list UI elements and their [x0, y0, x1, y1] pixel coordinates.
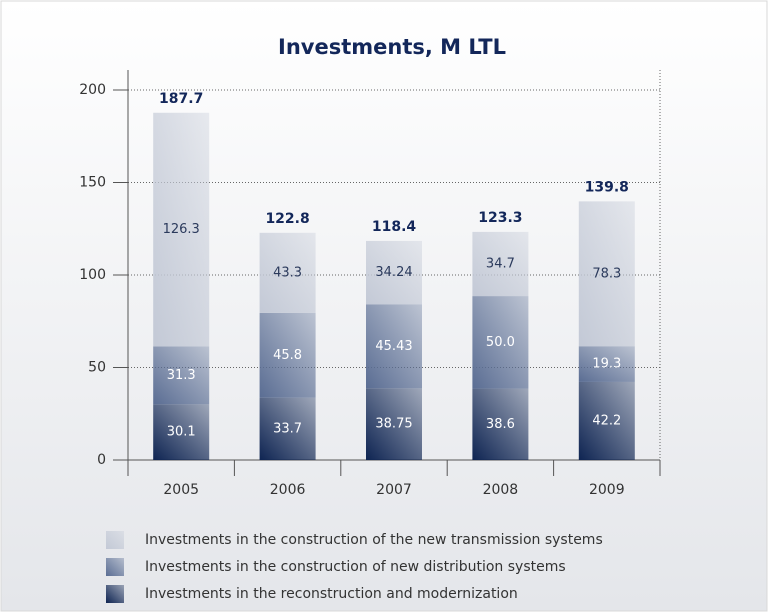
x-tick-label: 2008 [483, 482, 519, 498]
legend-label: Investments in the reconstruction and mo… [145, 586, 518, 602]
value-label: 45.8 [273, 348, 302, 363]
bar-segment [472, 231, 529, 297]
value-label: 33.7 [273, 421, 302, 436]
bar-segment [366, 304, 422, 389]
y-tick-label: 150 [79, 175, 106, 191]
value-label: 34.7 [486, 256, 515, 271]
y-tick-label: 50 [88, 360, 106, 376]
x-tick-label: 2005 [163, 482, 199, 498]
value-label: 19.3 [592, 357, 621, 372]
value-label: 78.3 [592, 266, 621, 281]
legend-swatch [106, 585, 124, 603]
legend-swatch [106, 558, 124, 576]
value-label: 126.3 [163, 222, 200, 237]
value-label: 50.0 [486, 335, 515, 350]
total-label: 187.7 [159, 91, 203, 107]
value-label: 38.6 [486, 417, 515, 432]
total-label: 122.8 [265, 211, 309, 227]
bar-segment [366, 388, 422, 460]
value-label: 31.3 [167, 368, 196, 383]
value-label: 34.24 [375, 265, 412, 280]
y-tick-label: 200 [79, 82, 106, 98]
value-label: 43.3 [273, 265, 302, 280]
bar-segment [153, 346, 210, 405]
bar-segment [259, 397, 316, 460]
chart-title: Investments, M LTL [278, 35, 506, 59]
bar-segment [259, 312, 316, 398]
bar-segment [472, 388, 529, 460]
bar-segment [578, 346, 635, 382]
y-tick-label: 0 [97, 452, 106, 468]
total-label: 118.4 [372, 219, 417, 235]
total-label: 139.8 [585, 179, 629, 195]
value-label: 42.2 [592, 413, 621, 428]
bar-segment [153, 112, 210, 347]
bar-segment [578, 381, 635, 460]
x-tick-label: 2007 [376, 482, 412, 498]
legend-label: Investments in the construction of new d… [145, 559, 566, 575]
value-label: 38.75 [375, 417, 412, 432]
y-tick-label: 100 [79, 267, 106, 283]
legend-swatch [106, 531, 124, 549]
value-label: 45.43 [375, 339, 412, 354]
total-label: 123.3 [478, 210, 522, 226]
bar-segment [472, 296, 529, 389]
x-tick-label: 2006 [270, 482, 306, 498]
bar-segment [366, 240, 422, 305]
bar-segment [259, 232, 316, 313]
bar-segment [153, 404, 210, 460]
x-tick-label: 2009 [589, 482, 625, 498]
bar-segment [578, 201, 635, 347]
legend-label: Investments in the construction of the n… [145, 532, 603, 548]
value-label: 30.1 [167, 425, 196, 440]
